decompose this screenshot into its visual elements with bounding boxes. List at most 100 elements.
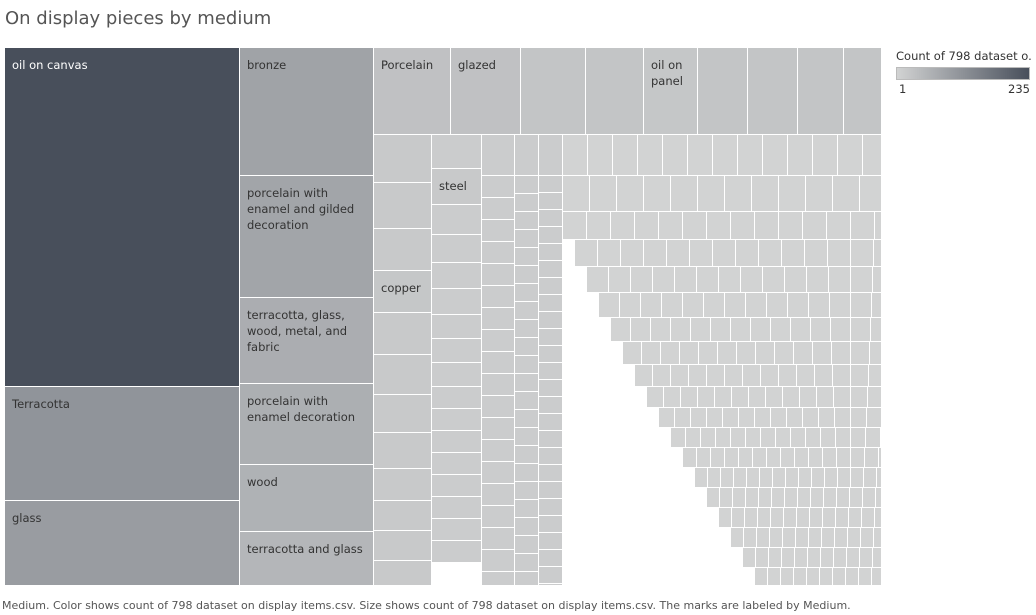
treemap-cell[interactable]	[812, 468, 825, 488]
treemap-cell[interactable]	[775, 342, 794, 365]
treemap-cell[interactable]	[539, 465, 563, 482]
treemap-cell[interactable]	[731, 318, 751, 342]
treemap-cell[interactable]	[825, 468, 838, 488]
treemap-cell[interactable]	[870, 342, 882, 365]
treemap-cell[interactable]	[755, 212, 779, 240]
treemap-cell[interactable]	[753, 448, 767, 468]
treemap-cell[interactable]	[720, 488, 733, 508]
treemap-cell[interactable]	[539, 176, 563, 193]
treemap-cell[interactable]	[539, 261, 563, 278]
treemap-cell[interactable]	[374, 313, 432, 355]
treemap-cell[interactable]	[771, 318, 791, 342]
treemap-cell[interactable]	[515, 410, 539, 428]
treemap-cell[interactable]	[770, 528, 783, 548]
treemap-cell[interactable]	[539, 227, 563, 244]
treemap-cell[interactable]	[432, 235, 482, 263]
treemap-cell[interactable]	[794, 568, 807, 586]
treemap-cell[interactable]	[698, 387, 715, 408]
treemap-cell[interactable]	[725, 176, 752, 212]
treemap-cell[interactable]	[763, 267, 785, 293]
treemap-cell[interactable]	[515, 284, 539, 302]
treemap-cell[interactable]	[823, 448, 837, 468]
treemap-cell[interactable]	[800, 387, 817, 408]
treemap-cell[interactable]	[681, 387, 698, 408]
treemap-cell[interactable]	[539, 516, 563, 533]
treemap-cell[interactable]	[771, 408, 787, 428]
treemap-cell[interactable]	[698, 176, 725, 212]
treemap-cell-terracotta-glass-wood-metal-and-fabric[interactable]: terracotta, glass, wood, metal, and fabr…	[240, 298, 374, 384]
treemap-cell[interactable]	[807, 267, 829, 293]
treemap-cell[interactable]	[631, 318, 651, 342]
treemap-cell[interactable]	[759, 488, 772, 508]
treemap-cell[interactable]	[482, 374, 515, 396]
treemap-cell[interactable]	[515, 446, 539, 464]
treemap-cell[interactable]	[704, 293, 725, 318]
treemap-cell[interactable]	[756, 342, 775, 365]
treemap-cell-glass[interactable]: glass	[5, 501, 240, 586]
treemap-cell[interactable]	[539, 363, 563, 380]
treemap-cell[interactable]	[432, 409, 482, 431]
treemap-cell[interactable]	[586, 48, 644, 135]
treemap-cell[interactable]	[868, 387, 882, 408]
treemap-cell[interactable]	[539, 135, 563, 176]
treemap-cell[interactable]	[791, 318, 811, 342]
treemap-cell[interactable]	[539, 448, 563, 465]
treemap-cell[interactable]	[515, 266, 539, 284]
treemap-cell[interactable]	[834, 387, 851, 408]
treemap-cell[interactable]	[688, 135, 713, 176]
treemap-cell[interactable]	[683, 293, 704, 318]
treemap-cell[interactable]	[708, 468, 721, 488]
treemap-cell[interactable]	[617, 176, 644, 212]
treemap-cell[interactable]	[515, 536, 539, 554]
treemap-cell[interactable]	[872, 293, 882, 318]
treemap-cell[interactable]	[697, 448, 711, 468]
treemap-cell[interactable]	[664, 387, 681, 408]
treemap-cell[interactable]	[809, 293, 830, 318]
treemap-cell[interactable]	[590, 176, 617, 212]
treemap-cell[interactable]	[751, 318, 771, 342]
treemap-cell[interactable]	[623, 342, 642, 365]
treemap-cell[interactable]	[563, 135, 588, 176]
treemap-cell[interactable]	[599, 293, 620, 318]
treemap-cell[interactable]	[809, 528, 822, 548]
treemap-cell[interactable]	[725, 293, 746, 318]
treemap-cell[interactable]	[851, 240, 874, 267]
treemap-cell[interactable]	[374, 531, 432, 561]
treemap-cell[interactable]	[761, 428, 776, 448]
treemap-cell[interactable]	[641, 293, 662, 318]
treemap-cell[interactable]	[671, 318, 691, 342]
treemap-cell[interactable]	[733, 488, 746, 508]
treemap-cell[interactable]	[819, 408, 835, 428]
treemap-cell[interactable]	[539, 193, 563, 210]
treemap-cell[interactable]	[832, 342, 851, 365]
treemap-cell[interactable]	[515, 194, 539, 212]
treemap-cell[interactable]	[865, 448, 879, 468]
treemap-cell[interactable]	[862, 508, 875, 528]
treemap-cell[interactable]	[811, 488, 824, 508]
treemap-cell[interactable]	[787, 408, 803, 428]
treemap-cell[interactable]	[482, 198, 515, 220]
treemap-cell[interactable]	[701, 428, 716, 448]
treemap-cell[interactable]	[515, 230, 539, 248]
treemap-cell[interactable]	[575, 240, 598, 267]
treemap-cell[interactable]	[482, 135, 515, 176]
treemap-cell[interactable]	[587, 267, 609, 293]
treemap-cell[interactable]	[539, 210, 563, 227]
treemap-cell[interactable]	[871, 318, 882, 342]
treemap-cell[interactable]	[698, 48, 748, 135]
treemap-cell[interactable]	[851, 448, 865, 468]
treemap-cell[interactable]	[539, 244, 563, 261]
treemap-cell[interactable]	[374, 229, 432, 271]
treemap-cell[interactable]	[752, 176, 779, 212]
treemap-cell[interactable]	[631, 267, 653, 293]
treemap-cell[interactable]	[662, 293, 683, 318]
treemap-cell[interactable]	[773, 468, 786, 488]
treemap-cell[interactable]	[539, 278, 563, 295]
treemap-cell[interactable]	[830, 293, 851, 318]
treemap-cell[interactable]	[680, 342, 699, 365]
treemap-cell[interactable]	[661, 342, 680, 365]
treemap-cell[interactable]	[482, 528, 515, 550]
treemap-cell[interactable]	[833, 176, 860, 212]
treemap-cell[interactable]	[482, 418, 515, 440]
treemap-cell[interactable]	[810, 508, 823, 528]
